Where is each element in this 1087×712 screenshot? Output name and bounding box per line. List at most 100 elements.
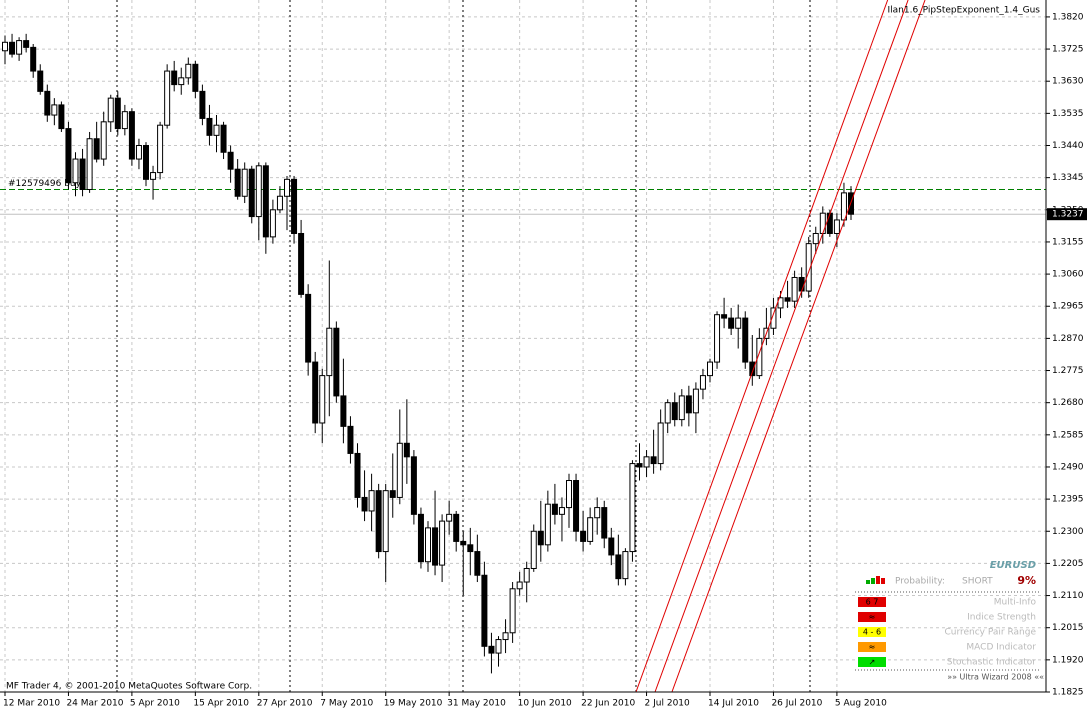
candle-body — [220, 124, 227, 153]
candle-body — [735, 317, 742, 329]
candle-body — [636, 463, 643, 468]
candle-body — [100, 121, 107, 160]
candle-body — [756, 337, 763, 377]
candle-body — [347, 425, 354, 454]
x-tick-label: 10 Jun 2010 — [518, 699, 572, 709]
candle-body — [171, 70, 178, 86]
candle-body — [460, 540, 467, 546]
candle-body — [58, 104, 65, 130]
candle-body — [164, 70, 171, 126]
candle-body — [206, 117, 213, 136]
candle-body — [234, 168, 241, 197]
y-tick-label: 1.1920 — [1052, 655, 1084, 665]
badge — [858, 627, 886, 637]
candle-body — [840, 192, 847, 221]
x-tick-label: 26 Jul 2010 — [771, 699, 822, 709]
y-tick-label: 1.3060 — [1052, 270, 1084, 280]
candle-body — [439, 520, 446, 566]
badge-text: 6 7 — [866, 598, 879, 607]
x-tick-label: 19 May 2010 — [384, 699, 443, 709]
candle-body — [143, 145, 149, 180]
x-tick-label: 24 Mar 2010 — [66, 699, 123, 709]
plot-area: #12579496 buy — [0, 0, 1046, 692]
candle-body — [107, 97, 114, 123]
candle-body — [241, 168, 248, 197]
candle-body — [594, 507, 601, 519]
candle-body — [326, 327, 333, 377]
candle-body — [312, 361, 319, 424]
candle-body — [566, 480, 572, 509]
candle-body — [671, 402, 678, 421]
x-tick-label: 7 May 2010 — [320, 699, 373, 709]
candle-body — [516, 581, 523, 590]
candle-body — [601, 507, 608, 539]
trendline — [635, 0, 889, 692]
row-label: Currency Pair Range — [944, 628, 1036, 638]
candle-body — [587, 517, 594, 542]
probability-label: Probability: — [895, 577, 945, 587]
y-tick-label: 1.1825 — [1052, 688, 1084, 698]
probability: 9% — [1017, 574, 1036, 587]
candle-body — [192, 63, 199, 92]
candle-body — [467, 544, 474, 553]
badge-text: ↗ — [869, 658, 876, 667]
candle-body — [551, 503, 558, 515]
candle-body — [199, 90, 206, 119]
y-tick-label: 1.3725 — [1052, 45, 1084, 55]
candle-body — [791, 276, 798, 302]
candle-body — [319, 375, 326, 424]
candle-body — [93, 138, 100, 160]
candle-body — [79, 158, 86, 190]
candle-body — [114, 97, 121, 130]
y-tick-label: 1.2870 — [1052, 334, 1084, 344]
order-label: #12579496 buy — [8, 179, 82, 189]
candle-body — [833, 219, 840, 234]
candle-body — [178, 77, 185, 86]
candle-body — [86, 138, 93, 190]
bid-box — [1047, 208, 1087, 221]
candle-body — [16, 40, 23, 55]
candle-body — [608, 537, 615, 556]
y-tick-label: 1.3535 — [1052, 109, 1084, 119]
candle-body — [615, 554, 622, 580]
candle-body — [340, 395, 347, 427]
direction: SHORT — [962, 577, 993, 587]
badge-text: ≈ — [869, 613, 876, 622]
x-tick-label: 27 Apr 2010 — [257, 699, 313, 709]
candle-body — [72, 158, 79, 184]
panel-symbol: EURUSD — [990, 560, 1036, 571]
candle-body — [213, 124, 220, 136]
candle-body — [721, 314, 728, 319]
candle-body — [678, 395, 685, 421]
candle-body — [262, 165, 269, 238]
candle-body — [425, 527, 431, 563]
candle-body — [502, 632, 509, 641]
candle-body — [432, 527, 439, 566]
candle-body — [692, 388, 699, 414]
candle-body — [509, 588, 516, 634]
candle-body — [150, 172, 157, 180]
candle-body — [728, 317, 735, 329]
candle-body — [742, 317, 749, 363]
candle-body — [128, 111, 135, 160]
axes: 1.3820 1.3725 1.3630 1.3535 1.3440 1.3345 1.32… — [3, 12, 1087, 709]
y-tick-label: 1.2680 — [1052, 398, 1084, 408]
panel-footer: »» Ultra Wizard 2008 «« — [947, 673, 1044, 682]
candle-body — [685, 395, 692, 414]
trendline — [671, 0, 926, 692]
candle-body — [248, 168, 255, 218]
info-panel: EURUSD Probability: SHORT 9% »» Ultra Wi… — [855, 560, 1044, 682]
candle-body — [530, 530, 537, 569]
badge-text: ≈ — [869, 643, 876, 652]
candle-body — [558, 507, 565, 515]
badge-text: 4 - 6 — [863, 628, 881, 637]
candle-body — [523, 567, 530, 583]
candle-body — [650, 456, 657, 465]
candle-body — [255, 165, 262, 218]
candle-body — [481, 574, 488, 647]
candle-body — [291, 178, 298, 234]
candle-body — [798, 276, 805, 292]
candle-body — [276, 195, 283, 211]
candle-body — [298, 232, 305, 295]
